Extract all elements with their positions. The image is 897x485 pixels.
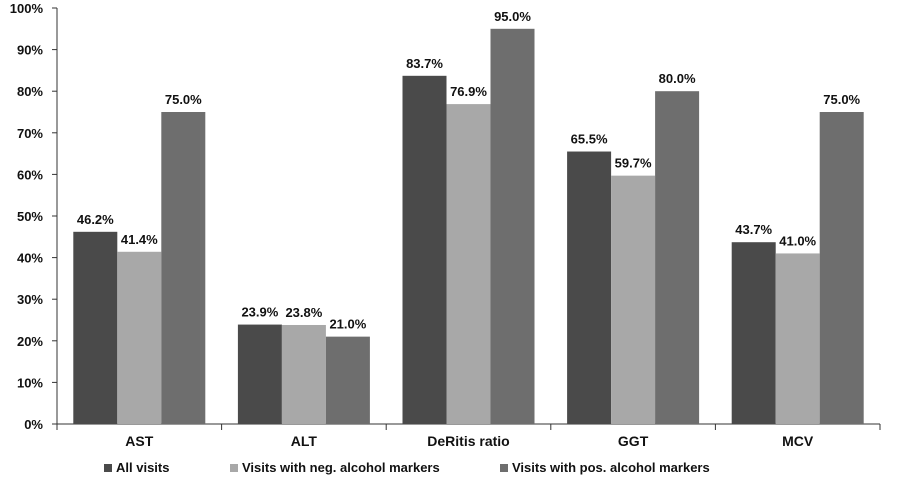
x-axis: AST ALT DeRitis ratio GGT MCV [56, 423, 881, 449]
data-label: 76.9% [450, 84, 487, 99]
data-label: 41.4% [121, 232, 158, 247]
bar [819, 112, 864, 424]
y-axis: 0% 10% 20% 30% 40% 50% 60% 70% 80% 90% 100% [10, 1, 58, 432]
legend-label: Visits with neg. alcohol markers [242, 460, 440, 475]
y-tick-label: 20% [17, 334, 43, 349]
data-label: 75.0% [165, 92, 202, 107]
bar [281, 324, 326, 424]
bar [611, 175, 656, 424]
bar [655, 91, 700, 424]
bar [237, 324, 282, 424]
y-tick-label: 50% [17, 209, 43, 224]
bar [775, 253, 820, 424]
y-tick-label: 10% [17, 375, 43, 390]
data-label: 43.7% [735, 222, 772, 237]
bars [73, 28, 864, 425]
data-label: 65.5% [571, 132, 608, 147]
data-label: 83.7% [406, 56, 443, 71]
legend-swatch [230, 464, 238, 472]
legend-swatch [500, 464, 508, 472]
y-tick-label: 90% [17, 43, 43, 58]
data-label: 21.0% [329, 317, 366, 332]
data-label: 46.2% [77, 212, 114, 227]
data-label: 75.0% [823, 92, 860, 107]
bar [325, 336, 370, 424]
data-label: 23.9% [241, 305, 278, 320]
legend-swatch [104, 464, 112, 472]
legend-label: All visits [116, 460, 169, 475]
bar [73, 231, 118, 424]
category-label: DeRitis ratio [427, 433, 509, 449]
legend: All visits Visits with neg. alcohol marke… [104, 460, 710, 475]
y-tick-label: 80% [17, 84, 43, 99]
data-label: 41.0% [779, 233, 816, 248]
bar [402, 75, 447, 425]
legend-label: Visits with pos. alcohol markers [512, 460, 710, 475]
bar [490, 28, 535, 425]
y-tick-label: 30% [17, 292, 43, 307]
y-tick-label: 60% [17, 167, 43, 182]
data-label: 23.8% [285, 305, 322, 320]
category-label: GGT [618, 433, 649, 449]
bar [117, 251, 162, 424]
y-tick-label: 0% [24, 417, 43, 432]
bar [446, 104, 491, 424]
bar [161, 112, 206, 424]
y-tick-label: 70% [17, 126, 43, 141]
category-label: MCV [782, 433, 814, 449]
data-label: 59.7% [615, 156, 652, 171]
data-label: 80.0% [659, 71, 696, 86]
bar [731, 242, 776, 424]
y-tick-label: 100% [10, 1, 44, 16]
category-label: ALT [291, 433, 318, 449]
bar [567, 151, 612, 424]
category-label: AST [125, 433, 153, 449]
y-tick-label: 40% [17, 251, 43, 266]
data-labels: 46.2% 41.4% 75.0% 23.9% 23.8% 21.0% 83.7% 76.9%… [77, 9, 861, 332]
data-label: 95.0% [494, 9, 531, 24]
